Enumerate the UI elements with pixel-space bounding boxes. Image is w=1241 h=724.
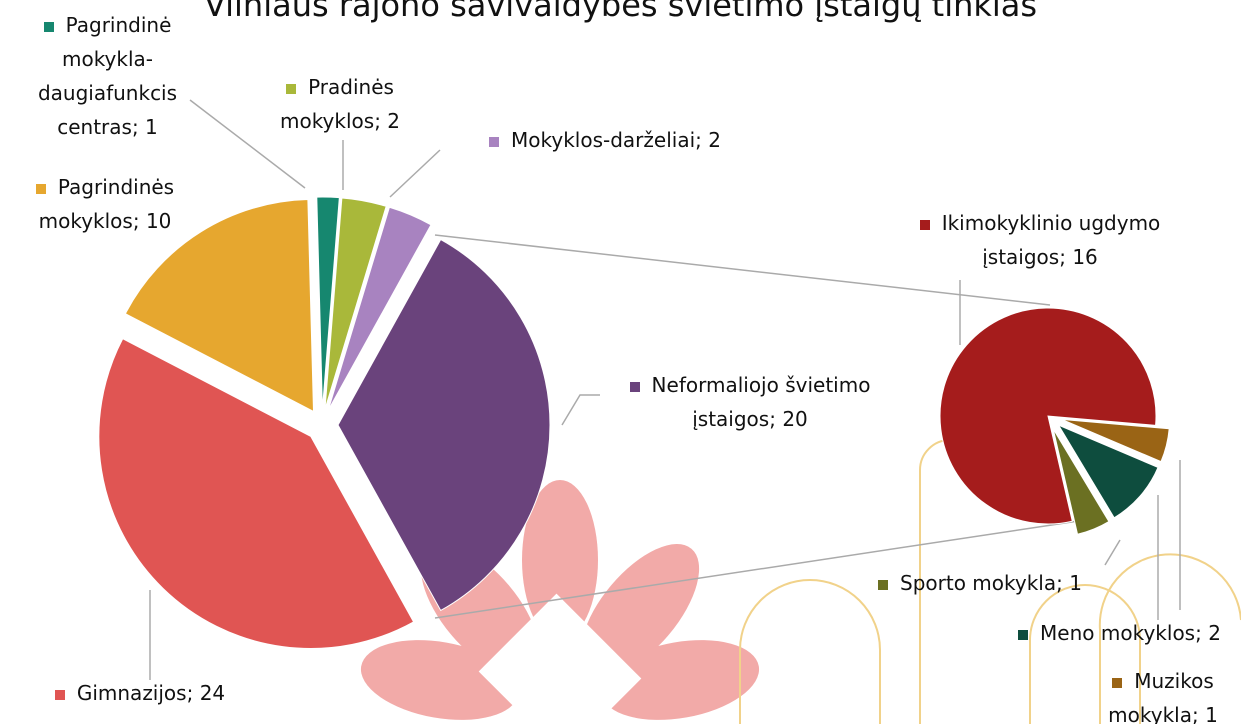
label-name: Pradinės mokyklos (279, 75, 394, 133)
data-label: Mokyklos-darželiai; 2 (465, 123, 745, 157)
pie-slice (327, 206, 432, 411)
label-name: Pagrindinės mokyklos (38, 175, 175, 233)
label-value: 1 (1205, 703, 1218, 724)
pie-slice (337, 238, 551, 612)
data-label: Pradinės mokyklos; 2 (279, 75, 401, 133)
legend-swatch (54, 689, 65, 700)
data-label: Sporto mokykla; 1 (855, 566, 1105, 600)
label-name: Sporto mokykla (900, 571, 1057, 595)
legend-swatch (1112, 677, 1123, 688)
legend-swatch (286, 83, 297, 94)
label-value: 20 (782, 407, 808, 431)
label-name: Ikimokyklinio ugdymo įstaigos (941, 211, 1161, 269)
label-name: Mokyklos-darželiai (511, 128, 696, 152)
pie-slice (1061, 418, 1170, 463)
data-label: Pagrindinės mokyklos; 10 (5, 170, 205, 238)
connectors (149, 99, 1181, 680)
legend-swatch (43, 21, 54, 32)
pie-slice (324, 197, 387, 410)
label-value: 1 (1069, 571, 1082, 595)
label-value: 2 (1208, 621, 1221, 645)
label-name: Pagrindinė mokykla-daugiafunkcis centras (37, 13, 178, 139)
label-name: Neformaliojo švietimo įstaigos (651, 373, 871, 431)
legend-swatch (1018, 629, 1029, 640)
label-value: 2 (708, 128, 721, 152)
data-label: Gimnazijos; 24 (30, 676, 250, 710)
label-value: 1 (145, 115, 158, 139)
legend-swatch (35, 183, 46, 194)
label-value: 16 (1072, 245, 1098, 269)
data-label: Muzikos mokykla; 1 (1085, 664, 1241, 724)
label-name: Muzikos mokykla (1108, 669, 1214, 724)
label-name: Meno mokyklos (1040, 621, 1196, 645)
data-label: Neformaliojo švietimo įstaigos; 20 (610, 368, 890, 436)
pie-slice (316, 196, 340, 410)
pie-slice (98, 338, 415, 649)
legend-swatch (489, 136, 500, 147)
pie-slice (1052, 428, 1110, 535)
pie-slice (124, 198, 315, 413)
data-label: Pagrindinė mokykla-daugiafunkcis centras… (37, 13, 178, 139)
data-label: Ikimokyklinio ugdymo įstaigos; 16 (900, 206, 1180, 274)
data-label: Meno mokyklos; 2 (998, 616, 1241, 650)
label-value: 10 (145, 209, 172, 233)
label-value: 2 (387, 109, 401, 133)
label-value: 24 (199, 681, 226, 705)
legend-swatch (919, 219, 930, 230)
legend-swatch (878, 579, 889, 590)
pie-slice (1057, 424, 1159, 519)
legend-swatch (629, 381, 640, 392)
pie-slice (939, 307, 1157, 525)
label-name: Gimnazijos (76, 681, 187, 705)
chart-title: Vilniaus rajono savivaldybės švietimo įs… (203, 0, 1038, 24)
